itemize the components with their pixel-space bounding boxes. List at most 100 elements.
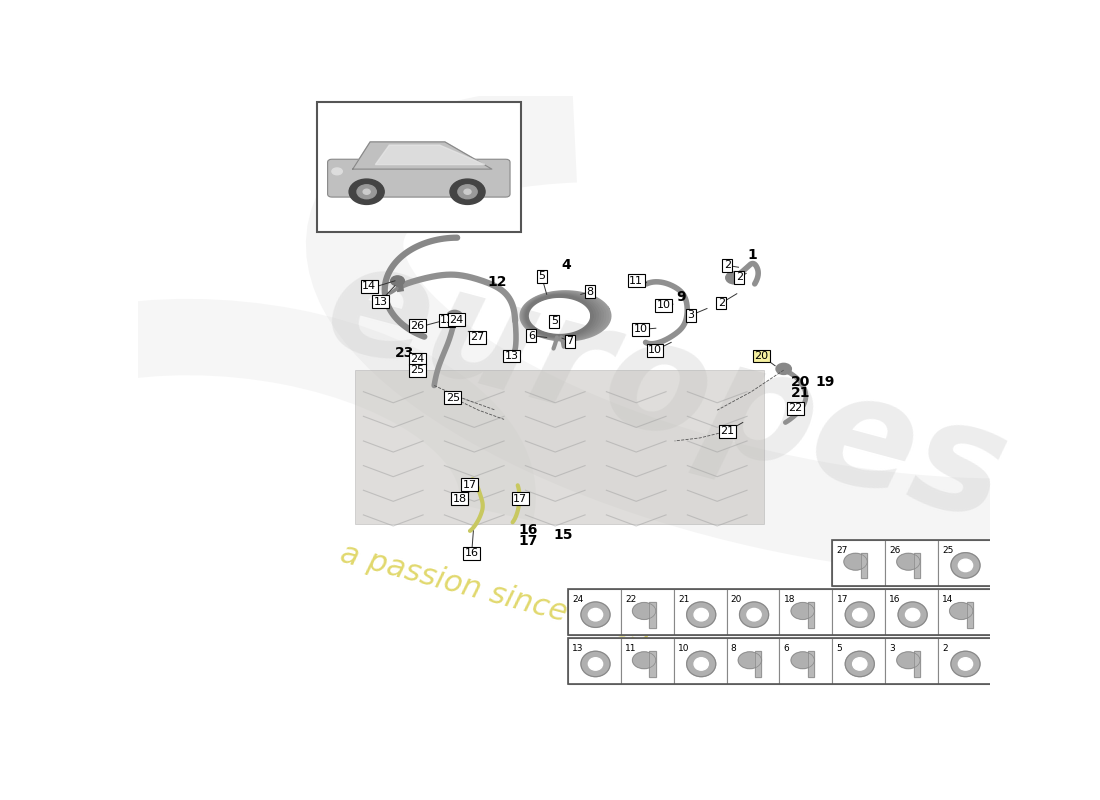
Bar (568, 638, 991, 684)
Bar (938, 539, 991, 586)
Circle shape (738, 652, 761, 669)
Text: 5: 5 (551, 317, 558, 326)
Text: 15: 15 (553, 528, 573, 542)
Text: 22: 22 (789, 403, 803, 414)
Text: 14: 14 (362, 282, 376, 291)
Ellipse shape (747, 609, 761, 621)
Text: 20: 20 (791, 375, 810, 389)
Text: 14: 14 (943, 595, 954, 604)
Text: 25: 25 (446, 393, 460, 403)
Text: 13: 13 (440, 315, 454, 326)
Text: 11: 11 (625, 644, 637, 654)
Circle shape (726, 271, 742, 284)
Text: 16: 16 (890, 595, 901, 604)
Text: 17: 17 (836, 595, 848, 604)
Circle shape (896, 652, 920, 669)
Text: 17: 17 (514, 494, 527, 504)
Bar (649, 651, 656, 677)
Text: 5: 5 (538, 271, 546, 282)
Text: 4: 4 (561, 258, 571, 272)
Text: 9: 9 (676, 290, 686, 305)
Text: 1: 1 (747, 248, 757, 262)
Text: 26: 26 (410, 321, 425, 330)
FancyBboxPatch shape (328, 159, 510, 197)
Bar (967, 602, 972, 628)
Text: 25: 25 (410, 365, 425, 375)
Bar (967, 602, 972, 628)
Text: 20: 20 (755, 351, 769, 361)
Bar (808, 602, 814, 628)
Text: 17: 17 (463, 480, 477, 490)
Bar (886, 638, 938, 684)
Text: a passion since 1985: a passion since 1985 (337, 539, 654, 650)
Circle shape (447, 310, 462, 322)
Text: 10: 10 (657, 301, 671, 310)
Text: 2: 2 (718, 298, 725, 308)
Bar (914, 651, 920, 677)
Bar (914, 651, 920, 677)
Text: 13: 13 (572, 644, 584, 654)
Circle shape (358, 185, 376, 198)
Text: 3: 3 (890, 644, 895, 654)
Circle shape (632, 602, 656, 619)
Bar (886, 539, 938, 586)
Bar (755, 651, 761, 677)
Text: 27: 27 (836, 546, 848, 554)
Text: 10: 10 (648, 346, 662, 355)
Text: 21: 21 (678, 595, 690, 604)
Bar (673, 589, 727, 635)
Ellipse shape (581, 651, 611, 677)
Bar (568, 638, 620, 684)
Bar (780, 589, 833, 635)
Text: 3: 3 (688, 310, 694, 320)
Ellipse shape (845, 602, 875, 627)
Circle shape (776, 363, 791, 374)
Text: 19: 19 (815, 375, 835, 389)
Text: 18: 18 (783, 595, 795, 604)
Ellipse shape (852, 609, 867, 621)
Circle shape (390, 276, 405, 286)
Ellipse shape (852, 658, 867, 670)
Polygon shape (353, 142, 492, 169)
Text: 10: 10 (678, 644, 690, 654)
Bar (673, 638, 727, 684)
Bar (808, 651, 814, 677)
Text: 24: 24 (572, 595, 583, 604)
Bar (808, 602, 814, 628)
Text: 25: 25 (943, 546, 954, 554)
Text: 21: 21 (720, 426, 735, 436)
Text: 27: 27 (471, 333, 485, 342)
Bar (861, 553, 867, 578)
Text: 5: 5 (836, 644, 843, 654)
Bar (620, 638, 673, 684)
Ellipse shape (588, 658, 603, 670)
Bar (861, 553, 867, 578)
Ellipse shape (845, 651, 875, 677)
Circle shape (791, 652, 814, 669)
Ellipse shape (332, 168, 342, 174)
Bar (649, 651, 656, 677)
Circle shape (349, 179, 384, 205)
Text: 6: 6 (783, 644, 790, 654)
Circle shape (896, 554, 920, 570)
Bar (649, 602, 656, 628)
Bar (355, 370, 764, 524)
Text: 16: 16 (518, 522, 538, 537)
Text: 21: 21 (791, 386, 810, 400)
Text: 13: 13 (505, 351, 519, 361)
Bar (833, 539, 991, 586)
Text: 2: 2 (736, 272, 743, 282)
Text: 8: 8 (730, 644, 737, 654)
Ellipse shape (581, 602, 611, 627)
Ellipse shape (686, 651, 716, 677)
Circle shape (450, 179, 485, 205)
Text: 6: 6 (528, 330, 535, 341)
Ellipse shape (686, 602, 716, 627)
Text: 24: 24 (449, 314, 463, 325)
Text: 16: 16 (464, 548, 478, 558)
Circle shape (458, 185, 477, 198)
Text: 8: 8 (586, 287, 594, 297)
Ellipse shape (694, 658, 708, 670)
Text: 17: 17 (518, 534, 538, 548)
Polygon shape (375, 145, 485, 165)
